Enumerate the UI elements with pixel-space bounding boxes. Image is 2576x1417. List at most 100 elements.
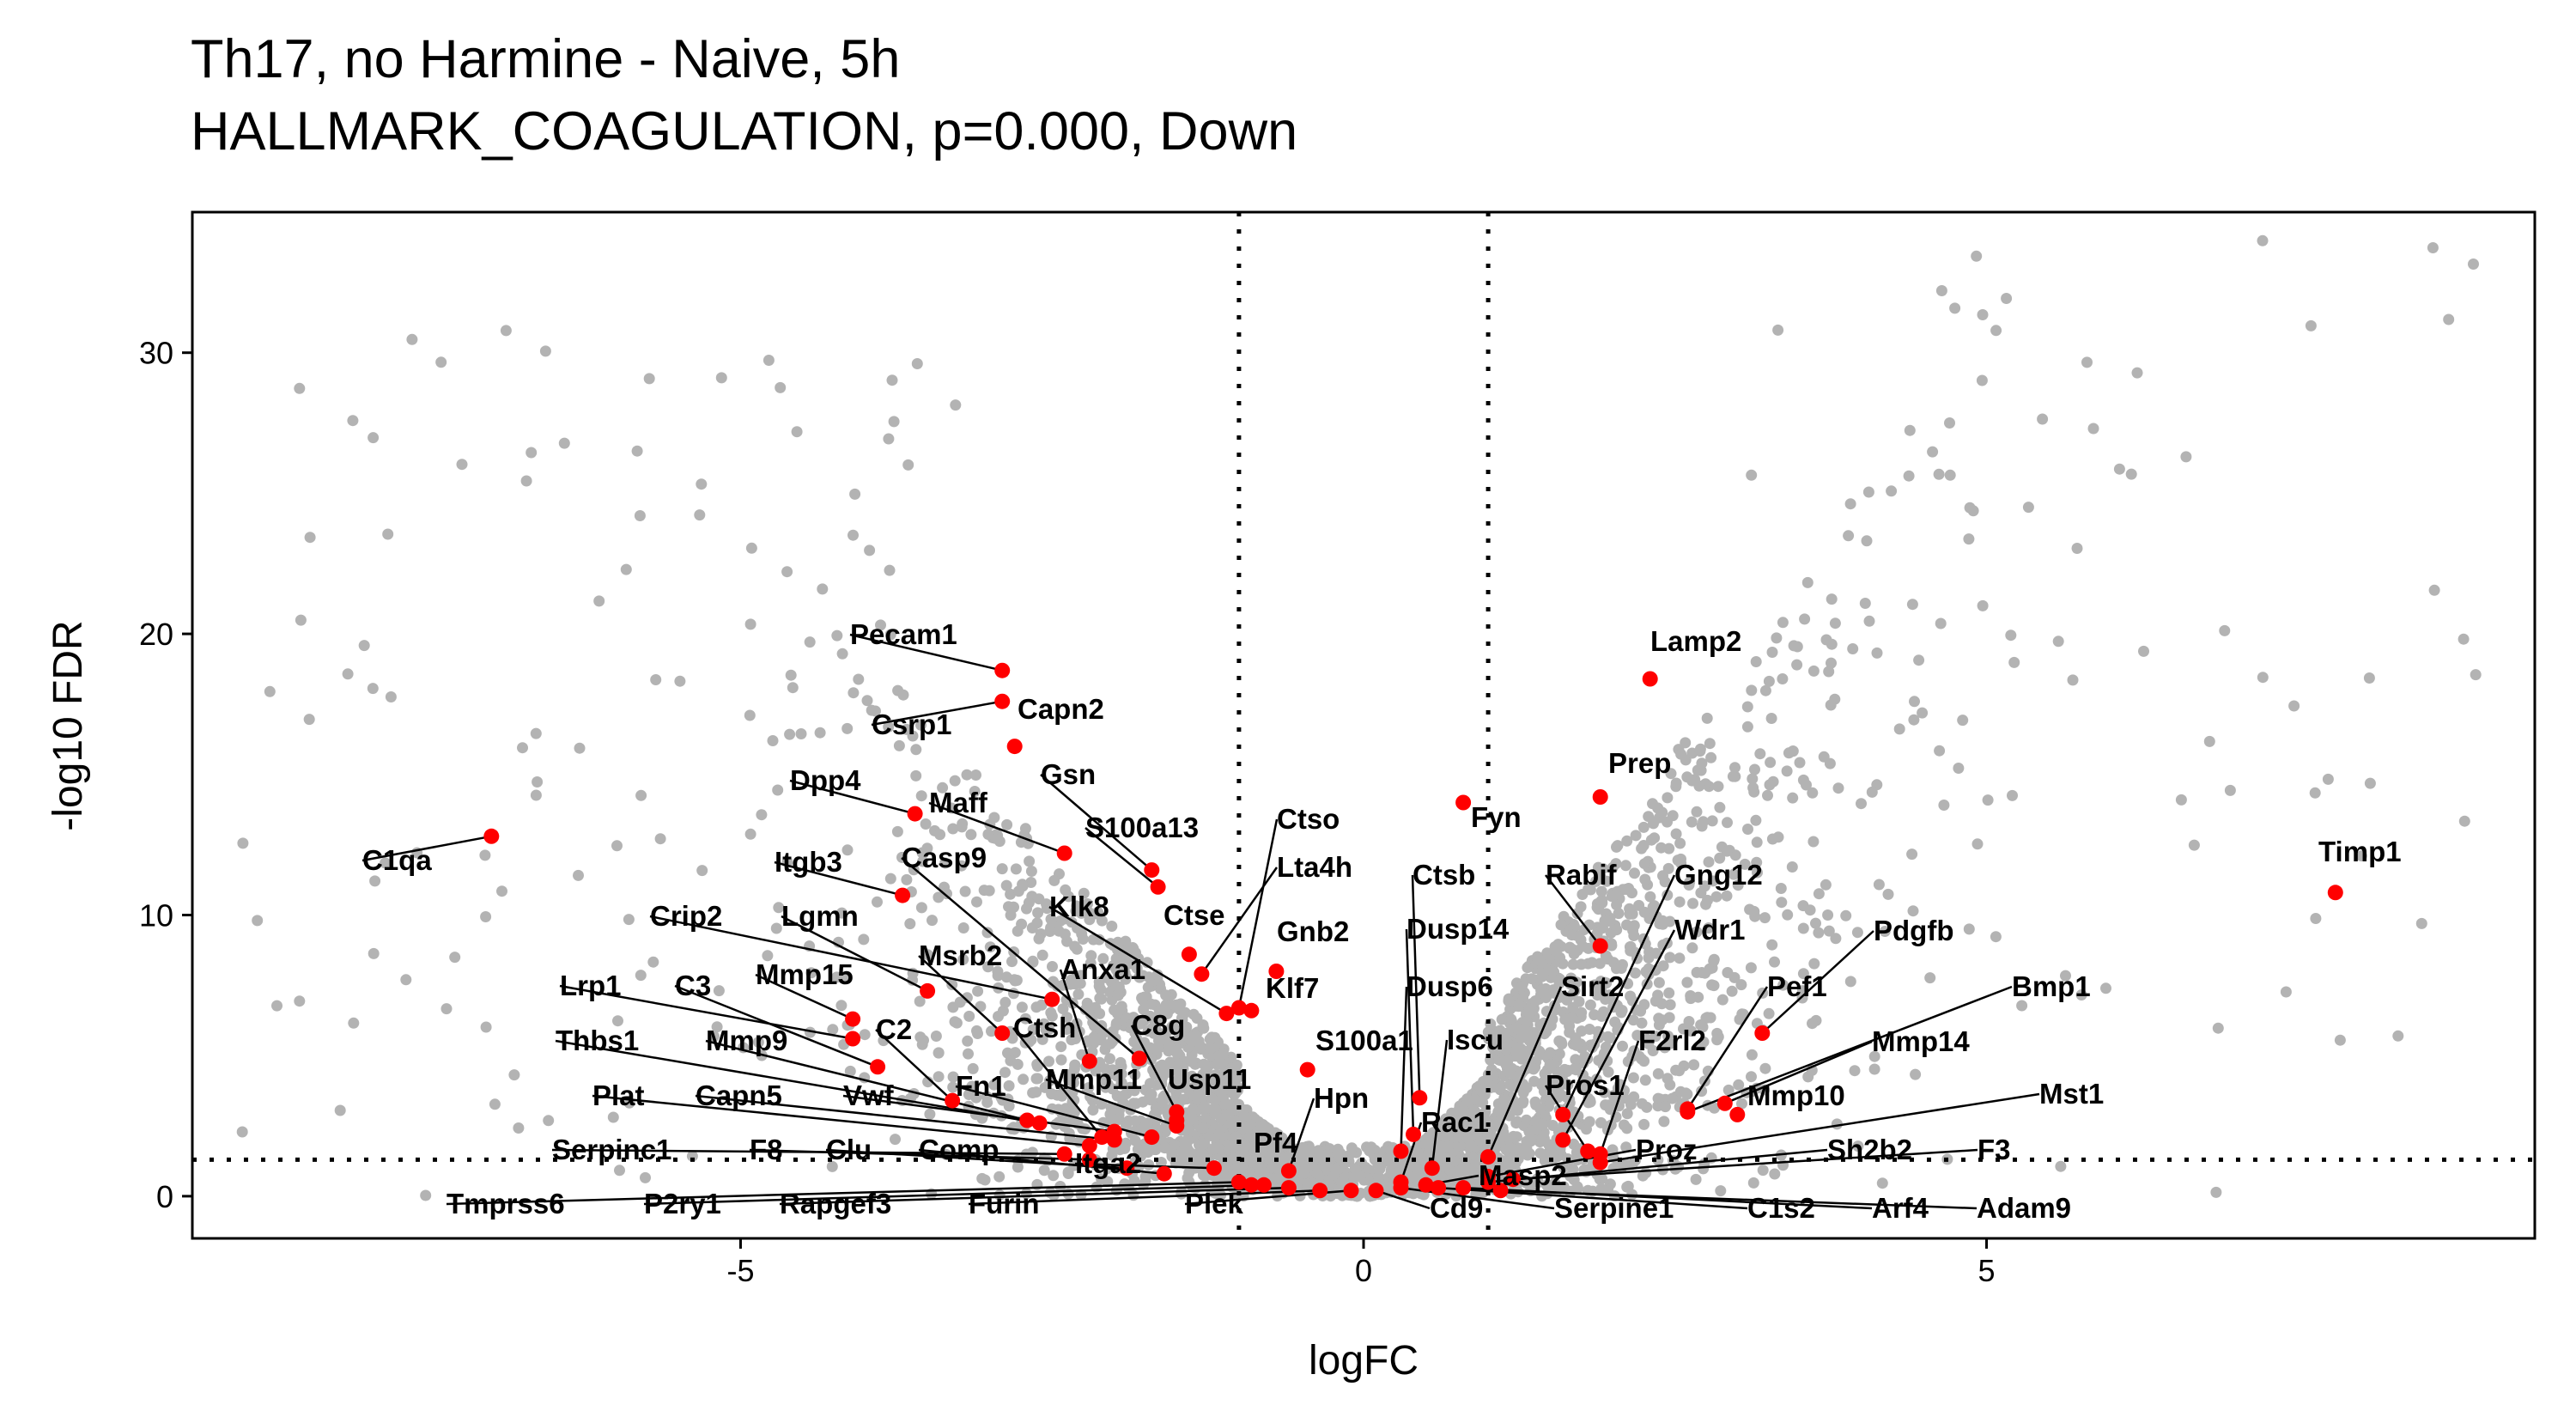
gene-point — [1807, 1018, 1818, 1030]
gene-point — [1142, 982, 1154, 994]
gene-point — [1641, 1101, 1653, 1113]
gene-point — [1160, 989, 1172, 1001]
gene-point — [574, 742, 586, 754]
gene-point — [1681, 976, 1693, 988]
highlighted-gene-point — [1280, 1180, 1297, 1196]
leader-line — [674, 984, 878, 1068]
highlighted-gene-point — [1056, 1146, 1072, 1162]
gene-point — [1082, 898, 1093, 909]
gene-point — [1206, 1031, 1218, 1043]
gene-point — [1705, 751, 1717, 763]
gene-point — [910, 769, 922, 781]
gene-point — [2008, 656, 2020, 668]
gene-point — [1553, 1035, 1565, 1047]
gene-point — [1739, 858, 1751, 870]
highlighted-gene-point — [1119, 1160, 1135, 1177]
highlighted-gene-point — [1230, 1174, 1247, 1190]
gene-point — [933, 1047, 945, 1059]
highlighted-gene-point — [907, 806, 923, 822]
gene-point — [508, 1069, 520, 1081]
gene-point — [1804, 904, 1816, 916]
leader-line — [1400, 986, 1408, 1152]
gene-point — [1124, 1081, 1136, 1093]
highlighted-gene-point — [1194, 966, 1210, 982]
leader-line — [1074, 1162, 1214, 1170]
gene-point — [744, 709, 756, 721]
gene-label: Rac1 — [1421, 1106, 1489, 1138]
gene-point — [1859, 598, 1871, 609]
gene-point — [1487, 1069, 1499, 1081]
gene-label: Gnb2 — [1277, 915, 1349, 947]
gene-point — [1691, 806, 1703, 818]
gene-label: Dusp6 — [1406, 970, 1493, 1002]
gene-point — [1527, 1004, 1539, 1016]
gene-point — [970, 769, 981, 781]
gene-point — [817, 583, 829, 595]
gene-point — [884, 873, 896, 885]
gene-point — [1537, 1118, 1549, 1130]
leader-line — [1130, 1025, 1178, 1113]
gene-point — [1571, 1038, 1583, 1050]
y-tick-label: 30 — [139, 336, 173, 371]
highlighted-gene-point — [1106, 1123, 1122, 1140]
gene-point — [930, 1031, 942, 1042]
gene-label: Sh2b2 — [1827, 1134, 1912, 1165]
gene-point — [1329, 1164, 1341, 1175]
gene-point — [1639, 873, 1651, 885]
highlighted-gene-point — [845, 1011, 861, 1027]
gene-point — [1166, 1147, 1178, 1159]
gene-point — [1976, 374, 1988, 386]
gene-point — [752, 1037, 764, 1048]
gene-point — [2443, 313, 2455, 325]
gene-point — [1741, 701, 1753, 713]
gene-point — [1150, 1043, 1162, 1055]
gene-point — [972, 1028, 983, 1039]
gene-point — [1549, 941, 1561, 952]
y-tick-label: 10 — [139, 897, 173, 933]
gene-point — [1621, 835, 1633, 847]
gene-point — [1407, 1171, 1419, 1183]
gene-point — [252, 915, 264, 927]
gene-point — [1534, 958, 1546, 970]
gene-point — [435, 356, 447, 368]
gene-point — [888, 416, 900, 428]
gene-point — [1087, 934, 1099, 946]
gene-point — [1385, 1145, 1396, 1157]
gene-point — [1650, 947, 1662, 959]
gene-point — [1046, 1088, 1058, 1100]
leader-line — [968, 1189, 1321, 1206]
gene-point — [1465, 1140, 1477, 1152]
gene-point — [1771, 632, 1783, 644]
gene-point — [1759, 912, 1771, 924]
gene-point — [1882, 888, 1894, 900]
gene-point — [1708, 955, 1720, 967]
gene-point — [883, 433, 895, 445]
leader-line — [1045, 1078, 1177, 1128]
highlighted-gene-point — [1255, 1177, 1272, 1193]
gene-label: Hpn — [1314, 1082, 1369, 1114]
gene-point — [1503, 995, 1515, 1006]
gene-point — [1732, 879, 1744, 891]
gene-point — [1595, 1183, 1607, 1195]
highlighted-gene-point — [1299, 1061, 1315, 1078]
gene-point — [1917, 707, 1929, 719]
gene-point — [1990, 931, 2002, 943]
gene-point — [1129, 1115, 1141, 1127]
gene-point — [1787, 745, 1799, 757]
gene-point — [1564, 1026, 1576, 1038]
gene-point — [2052, 636, 2064, 648]
highlighted-gene-point — [1555, 1106, 1571, 1122]
highlighted-gene-point — [1081, 1138, 1097, 1153]
gene-point — [1759, 1062, 1771, 1074]
gene-point — [623, 914, 635, 926]
gene-point — [406, 333, 418, 345]
gene-point — [1110, 1018, 1122, 1029]
gene-point — [1944, 417, 1955, 429]
highlighted-gene-point — [1144, 1129, 1160, 1146]
gene-point — [1635, 1005, 1647, 1017]
gene-label: Itgb3 — [775, 846, 842, 878]
gene-point — [1069, 1060, 1081, 1071]
gene-label: Ctsb — [1413, 859, 1475, 891]
highlighted-gene-point — [1754, 1025, 1771, 1041]
gene-point — [620, 563, 632, 575]
